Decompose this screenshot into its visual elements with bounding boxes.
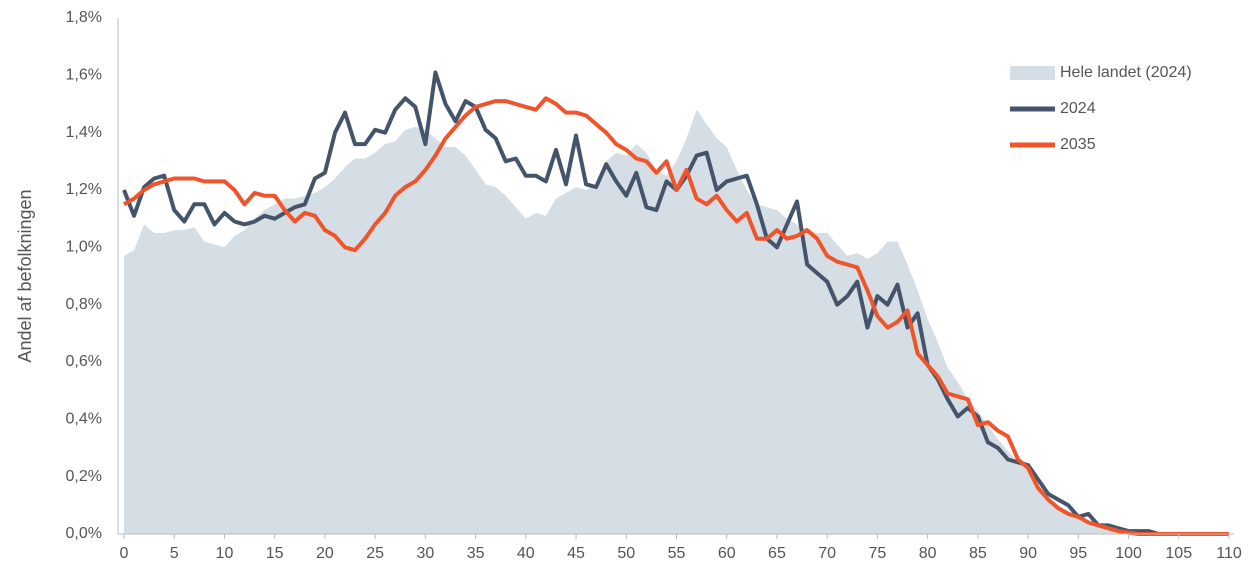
y-tick-label: 1,6%	[66, 67, 102, 84]
legend-label: 2035	[1060, 136, 1096, 153]
legend-swatch	[1010, 66, 1055, 80]
y-tick-label: 1,0%	[66, 239, 102, 256]
x-tick-label: 95	[1069, 545, 1087, 562]
x-tick-label: 30	[416, 545, 434, 562]
x-tick-label: 70	[818, 545, 836, 562]
y-tick-label: 1,2%	[66, 181, 102, 198]
x-tick-label: 105	[1165, 545, 1192, 562]
y-tick-label: 0,0%	[66, 525, 102, 542]
x-tick-label: 100	[1115, 545, 1142, 562]
legend-label: Hele landet (2024)	[1060, 64, 1192, 81]
y-tick-label: 1,8%	[66, 9, 102, 26]
y-tick-label: 0,2%	[66, 468, 102, 485]
x-tick-label: 5	[170, 545, 179, 562]
y-tick-label: 1,4%	[66, 124, 102, 141]
y-axis-label: Andel af befolkningen	[15, 189, 35, 362]
x-tick-label: 40	[517, 545, 535, 562]
x-tick-label: 90	[1019, 545, 1037, 562]
y-tick-label: 0,6%	[66, 353, 102, 370]
x-tick-label: 45	[567, 545, 585, 562]
legend-label: 2024	[1060, 100, 1096, 117]
area	[124, 109, 1229, 534]
x-tick-label: 0	[120, 545, 129, 562]
x-tick-label: 50	[617, 545, 635, 562]
y-tick-label: 0,8%	[66, 296, 102, 313]
x-tick-label: 65	[768, 545, 786, 562]
x-tick-label: 85	[969, 545, 987, 562]
x-tick-label: 20	[316, 545, 334, 562]
x-tick-label: 110	[1216, 545, 1242, 562]
x-tick-label: 60	[718, 545, 736, 562]
x-tick-label: 75	[869, 545, 887, 562]
x-tick-label: 35	[467, 545, 485, 562]
x-tick-label: 25	[366, 545, 384, 562]
x-tick-label: 55	[668, 545, 686, 562]
x-tick-label: 15	[266, 545, 284, 562]
x-tick-label: 80	[919, 545, 937, 562]
line	[123, 96, 1229, 536]
x-tick-label: 10	[216, 545, 234, 562]
y-tick-label: 0,4%	[66, 411, 102, 428]
